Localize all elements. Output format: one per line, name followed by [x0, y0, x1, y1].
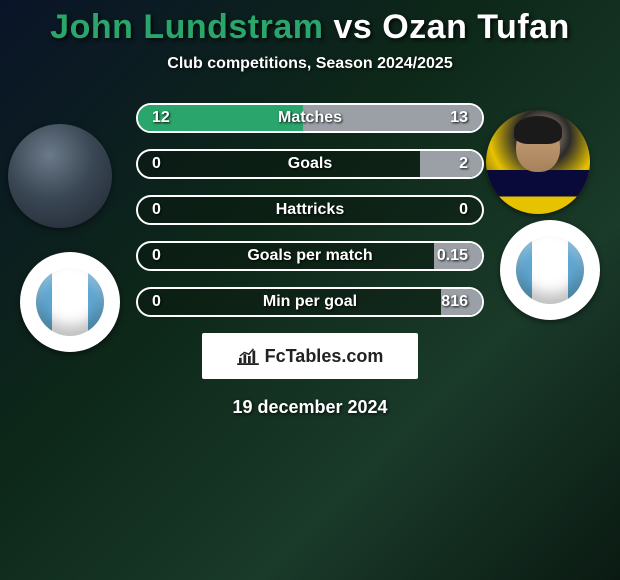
- player1-name: John Lundstram: [50, 8, 323, 46]
- subtitle: Club competitions, Season 2024/2025: [0, 55, 620, 73]
- stat-fill-right: [420, 151, 482, 177]
- page-title: John Lundstram vs Ozan Tufan: [0, 8, 620, 47]
- stat-left-value: 0: [152, 247, 161, 265]
- stat-label: Hattricks: [276, 201, 344, 219]
- stat-left-value: 0: [152, 201, 161, 219]
- stat-label: Min per goal: [263, 293, 357, 311]
- stat-label: Goals: [288, 155, 332, 173]
- watermark: FcTables.com: [202, 333, 418, 379]
- player2-name: Ozan Tufan: [382, 8, 570, 46]
- watermark-text: FcTables.com: [265, 346, 384, 367]
- stat-right-value: 2: [459, 155, 468, 173]
- stats-panel: 12 Matches 13 0 Goals 2 0 Hattricks 0 0 Goals per …: [136, 103, 484, 317]
- stat-row: 0 Goals 2: [136, 149, 484, 179]
- chart-icon: [237, 347, 259, 365]
- stat-row: 0 Goals per match 0.15: [136, 241, 484, 271]
- comparison-card: John Lundstram vs Ozan Tufan Club compet…: [0, 0, 620, 580]
- stat-label: Matches: [278, 109, 342, 127]
- vs-text: vs: [333, 8, 372, 46]
- stat-left-value: 0: [152, 293, 161, 311]
- stat-right-value: 0: [459, 201, 468, 219]
- date-text: 19 december 2024: [0, 397, 620, 418]
- stat-row: 12 Matches 13: [136, 103, 484, 133]
- player2-avatar: [486, 110, 590, 214]
- player2-club-badge: [500, 220, 600, 320]
- stat-right-value: 816: [441, 293, 468, 311]
- stat-right-value: 13: [450, 109, 468, 127]
- stat-row: 0 Hattricks 0: [136, 195, 484, 225]
- stat-row: 0 Min per goal 816: [136, 287, 484, 317]
- stat-right-value: 0.15: [437, 247, 468, 265]
- player1-club-badge: [20, 252, 120, 352]
- stat-left-value: 12: [152, 109, 170, 127]
- stat-left-value: 0: [152, 155, 161, 173]
- player1-avatar: [8, 124, 112, 228]
- stat-label: Goals per match: [247, 247, 372, 265]
